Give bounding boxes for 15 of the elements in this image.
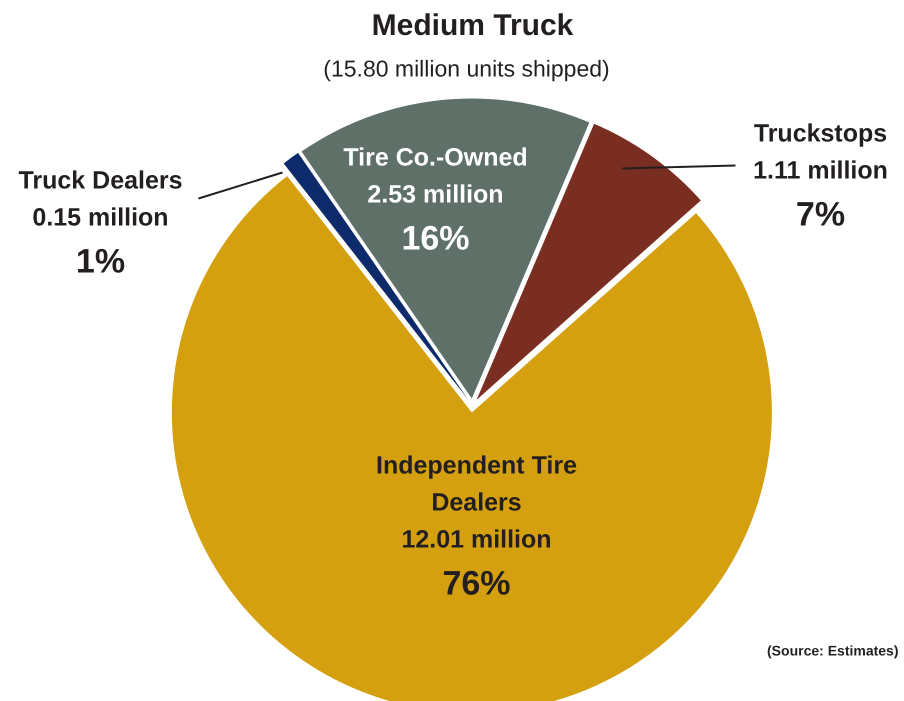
chart-subtitle: (15.80 million units shipped) [323, 56, 610, 82]
text: 16% [401, 220, 470, 258]
slice-label: Tire Co.-Owned [343, 144, 528, 172]
text: 7% [796, 196, 846, 234]
slice-label: Independent Tire Dealers [376, 452, 578, 516]
text: 76% [442, 564, 511, 602]
text: 1% [76, 242, 126, 280]
data-label: 12.01 million [401, 526, 552, 554]
data-label: 2.53 million [367, 180, 504, 208]
slice-label: Truck Dealers [18, 166, 183, 194]
slice-label: Truckstops [754, 120, 888, 148]
data-label: 0.15 million [32, 204, 169, 232]
text: (Source: Estimates) [767, 642, 898, 658]
data-label: 1.11 million [753, 156, 888, 184]
chart-title: Medium Truck [372, 9, 574, 42]
